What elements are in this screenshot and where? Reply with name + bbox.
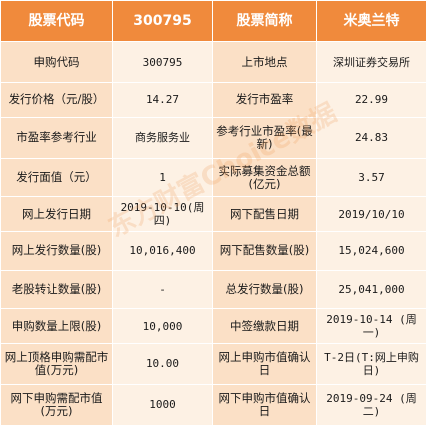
row-value-right: 2019-09-24 (周二) [316,383,426,426]
row-value-left: 2019-10-10(周四) [112,196,213,232]
row-value-right: 25,041,000 [316,269,426,310]
row-value-right: 2019/10/10 [316,196,426,232]
table-row: 发行价格（元/股） 14.27 发行市盈率 22.99 [0,82,426,118]
row-label-left: 网上顶格申购需配市值(万元) [0,342,113,385]
row-value-left: 10.00 [112,342,213,385]
row-value-left: - [112,269,213,310]
row-label-right: 网下配售数量(股) [212,230,317,271]
row-label-right: 实际募集资金总额(亿元) [212,157,317,198]
row-value-right: T-2日(T:网上申购日) [316,342,426,385]
table-row: 网上顶格申购需配市值(万元) 10.00 网上申购市值确认日 T-2日(T:网上申购日… [0,342,426,385]
row-value-left: 1000 [112,383,213,426]
row-value-right: 24.83 [316,116,426,159]
row-value-right: 15,024,600 [316,230,426,271]
header-label-stock-name: 股票简称 [212,0,317,43]
row-value-left: 10,000 [112,308,213,344]
row-value-left: 300795 [112,41,213,84]
row-label-left: 网上发行数量(股) [0,230,113,271]
row-label-right: 网上申购市值确认日 [212,342,317,385]
header-value-stock-name: 米奥兰特 [316,0,426,43]
row-label-right: 中签缴款日期 [212,308,317,344]
table-row: 发行面值（元） 1 实际募集资金总额(亿元) 3.57 [0,157,426,198]
row-label-right: 上市地点 [212,41,317,84]
table-header-row: 股票代码 300795 股票简称 米奥兰特 [0,0,426,43]
row-label-right: 网下申购市值确认日 [212,383,317,426]
row-label-right: 参考行业市盈率(最新) [212,116,317,159]
header-label-stock-code: 股票代码 [0,0,113,43]
row-value-right: 2019-10-14 (周一) [316,308,426,344]
row-label-left: 网上发行日期 [0,196,113,232]
row-label-left: 申购数量上限(股) [0,308,113,344]
row-label-right: 总发行数量(股) [212,269,317,310]
row-value-left: 10,016,400 [112,230,213,271]
row-label-right: 网下配售日期 [212,196,317,232]
row-label-left: 申购代码 [0,41,113,84]
row-label-left: 老股转让数量(股) [0,269,113,310]
table-row: 网下申购需配市值(万元) 1000 网下申购市值确认日 2019-09-24 (周二) [0,383,426,426]
table-row: 市盈率参考行业 商务服务业 参考行业市盈率(最新) 24.83 [0,116,426,159]
row-value-right: 深圳证券交易所 [316,41,426,84]
row-value-right: 22.99 [316,82,426,118]
table-row: 申购代码 300795 上市地点 深圳证券交易所 [0,41,426,84]
header-value-stock-code: 300795 [112,0,213,43]
row-label-left: 市盈率参考行业 [0,116,113,159]
row-label-left: 发行价格（元/股） [0,82,113,118]
row-label-right: 发行市盈率 [212,82,317,118]
row-value-left: 14.27 [112,82,213,118]
row-value-right: 3.57 [316,157,426,198]
row-value-left: 1 [112,157,213,198]
row-label-left: 发行面值（元） [0,157,113,198]
row-value-left: 商务服务业 [112,116,213,159]
table-row: 网上发行数量(股) 10,016,400 网下配售数量(股) 15,024,600 [0,230,426,271]
row-label-left: 网下申购需配市值(万元) [0,383,113,426]
table-row: 老股转让数量(股) - 总发行数量(股) 25,041,000 [0,269,426,310]
table-row: 网上发行日期 2019-10-10(周四) 网下配售日期 2019/10/10 [0,196,426,232]
table-row: 申购数量上限(股) 10,000 中签缴款日期 2019-10-14 (周一) [0,308,426,344]
